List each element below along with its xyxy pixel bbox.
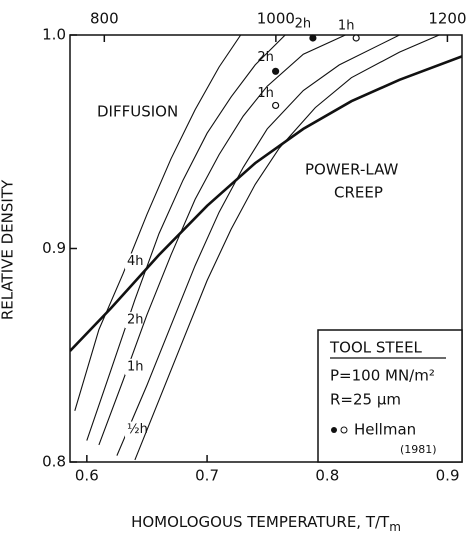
legend-marker-open <box>340 426 348 434</box>
x-axis-label-main: HOMOLOGOUS TEMPERATURE, T/T <box>131 513 390 531</box>
legend-year: (1981) <box>400 443 437 456</box>
label-bg <box>125 358 147 375</box>
point-label: 2h <box>295 17 312 32</box>
x-axis-label-sub: m <box>389 520 401 534</box>
x-tick-label: 0.9 <box>436 467 460 485</box>
x-tick-label: 0.6 <box>75 467 99 485</box>
label-bg <box>125 312 147 329</box>
x-axis-label: HOMOLOGOUS TEMPERATURE, T/Tm <box>131 513 401 534</box>
data-point <box>272 101 280 110</box>
isochrone <box>86 35 286 441</box>
x-tick-label: 0.7 <box>195 467 219 485</box>
isochrone <box>134 35 440 461</box>
y-tick-label: 1.0 <box>42 26 66 44</box>
label-bg <box>125 421 147 438</box>
data-point <box>352 34 360 42</box>
y-tick-label: 0.9 <box>42 239 66 257</box>
region-label: DIFFUSION <box>97 103 178 121</box>
region-label: POWER-LAW <box>305 161 399 179</box>
legend-line: P=100 MN/m² <box>330 367 435 385</box>
region-label: CREEP <box>334 184 383 202</box>
x2-tick-label: 1000 <box>257 10 295 28</box>
series-label: 4h <box>127 254 144 269</box>
legend-box <box>317 329 463 463</box>
series-label: ½h <box>127 422 148 437</box>
series-label: 1h <box>127 359 144 374</box>
point-label: 2h <box>257 50 274 65</box>
isochrone <box>116 35 400 456</box>
series-label: 2h <box>127 313 144 328</box>
boundary <box>70 55 462 352</box>
legend-title: TOOL STEEL <box>329 339 423 357</box>
y-axis-label: RELATIVE DENSITY <box>0 179 17 320</box>
x2-tick-label: 800 <box>90 10 119 28</box>
legend-line: R=25 μm <box>330 391 401 409</box>
point-label: 1h <box>338 19 355 34</box>
x-tick-label: 0.8 <box>315 467 339 485</box>
data-point <box>309 34 317 42</box>
isochrone <box>74 35 242 411</box>
point-label: 1h <box>257 86 274 101</box>
x2-tick-label: 1200 <box>428 10 466 28</box>
legend-marker-filled <box>331 427 337 433</box>
isochrone <box>98 35 346 446</box>
y-tick-label: 0.8 <box>42 453 66 471</box>
legend-points-name: Hellman <box>354 421 416 439</box>
data-point <box>272 67 280 75</box>
label-bg <box>125 253 147 270</box>
